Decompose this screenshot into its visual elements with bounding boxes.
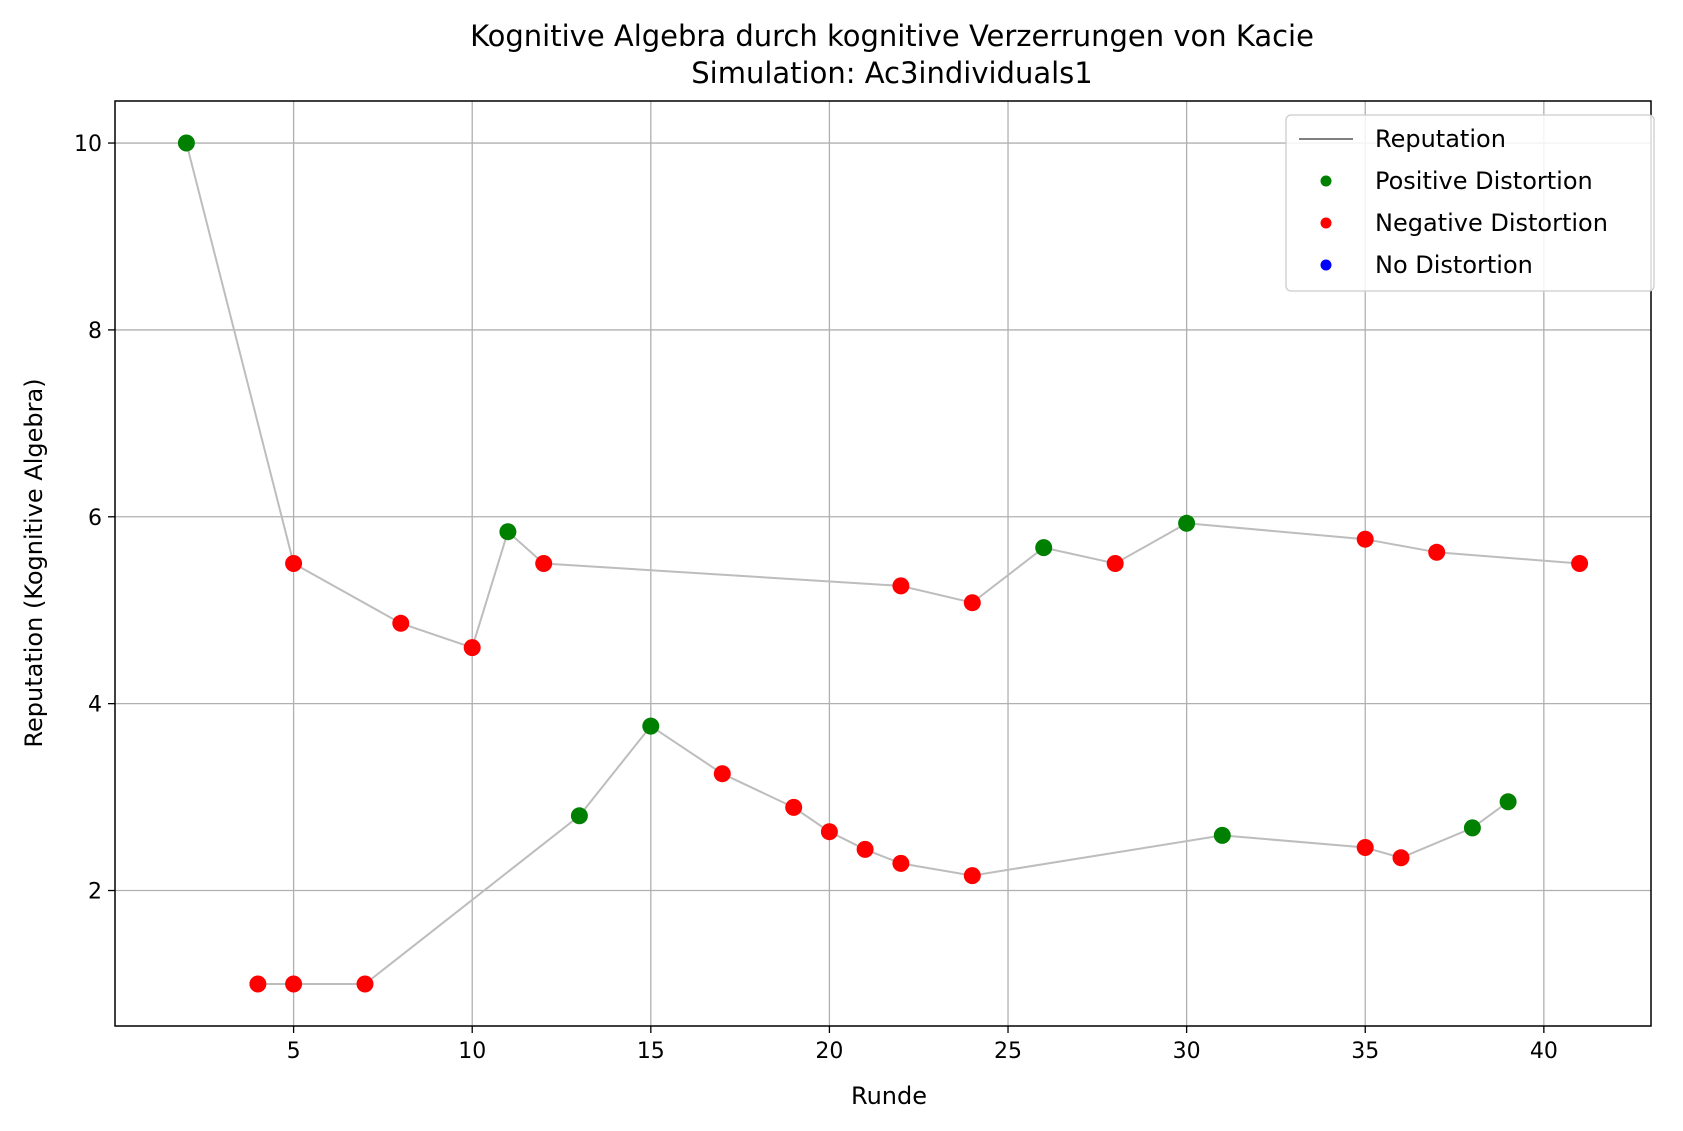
x-tick-label: 25 [994, 1039, 1022, 1064]
data-point-positive-distortion [1213, 826, 1231, 844]
data-point-negative-distortion [892, 577, 910, 595]
y-tick-label: 8 [88, 319, 102, 344]
chart-title: Kognitive Algebra durch kognitive Verzer… [470, 19, 1314, 53]
data-point-positive-distortion [1178, 514, 1196, 532]
data-point-negative-distortion [285, 975, 303, 993]
data-point-negative-distortion [1356, 530, 1374, 548]
legend-marker-swatch [1320, 175, 1332, 187]
legend-marker-swatch [1320, 259, 1332, 271]
data-points [177, 134, 1589, 993]
legend-box [1285, 114, 1655, 292]
x-axis-label: Runde [851, 1082, 927, 1110]
data-point-positive-distortion [1035, 539, 1053, 557]
x-tick-label: 5 [287, 1039, 301, 1064]
data-point-positive-distortion [499, 523, 517, 541]
y-axis-label: Reputation (Kognitive Algebra) [20, 378, 48, 747]
y-tick-label: 4 [88, 693, 102, 718]
data-point-positive-distortion [1499, 793, 1517, 811]
y-tick-label: 10 [74, 132, 102, 157]
y-tick-label: 2 [88, 880, 102, 905]
y-tick-label: 6 [88, 506, 102, 531]
x-tick-label: 40 [1530, 1039, 1558, 1064]
legend-label: Negative Distortion [1375, 209, 1608, 237]
reputation-line-1 [185, 142, 1580, 649]
data-point-negative-distortion [1428, 543, 1446, 561]
data-point-negative-distortion [963, 594, 981, 612]
data-point-positive-distortion [1463, 819, 1481, 837]
data-point-negative-distortion [1356, 839, 1374, 856]
legend-label: No Distortion [1375, 251, 1533, 279]
data-point-negative-distortion [1392, 849, 1410, 867]
data-point-negative-distortion [535, 555, 553, 572]
x-tick-label: 10 [458, 1039, 486, 1064]
reputation-line-2 [257, 724, 1509, 985]
data-point-negative-distortion [356, 975, 374, 993]
legend: Reputation Positive Distortion Negative Di… [1285, 114, 1655, 292]
data-point-negative-distortion [1571, 555, 1589, 572]
legend-label: Reputation [1375, 125, 1506, 153]
legend-marker-swatch [1320, 217, 1332, 229]
data-point-negative-distortion [285, 555, 303, 572]
data-point-negative-distortion [392, 614, 410, 632]
data-point-negative-distortion [785, 798, 803, 816]
data-point-positive-distortion [570, 807, 588, 825]
x-tick-label: 35 [1351, 1039, 1379, 1064]
data-point-negative-distortion [963, 867, 981, 885]
data-point-negative-distortion [249, 975, 267, 993]
data-point-positive-distortion [177, 134, 195, 152]
data-point-negative-distortion [463, 639, 481, 657]
data-point-negative-distortion [820, 823, 838, 841]
axis-ticks: 5 10 15 20 25 30 35 40 2 4 6 8 10 [74, 132, 1558, 1064]
x-tick-label: 30 [1173, 1039, 1201, 1064]
data-point-negative-distortion [856, 840, 874, 858]
x-tick-label: 15 [637, 1039, 665, 1064]
data-point-negative-distortion [713, 765, 731, 783]
chart-subtitle: Simulation: Ac3individuals1 [691, 56, 1092, 90]
data-point-positive-distortion [642, 717, 660, 735]
data-point-negative-distortion [892, 854, 910, 872]
series-lines [185, 142, 1580, 985]
data-point-negative-distortion [1106, 555, 1124, 572]
legend-label: Positive Distortion [1375, 167, 1593, 195]
x-tick-label: 20 [815, 1039, 843, 1064]
plot-frame [114, 100, 1652, 1027]
